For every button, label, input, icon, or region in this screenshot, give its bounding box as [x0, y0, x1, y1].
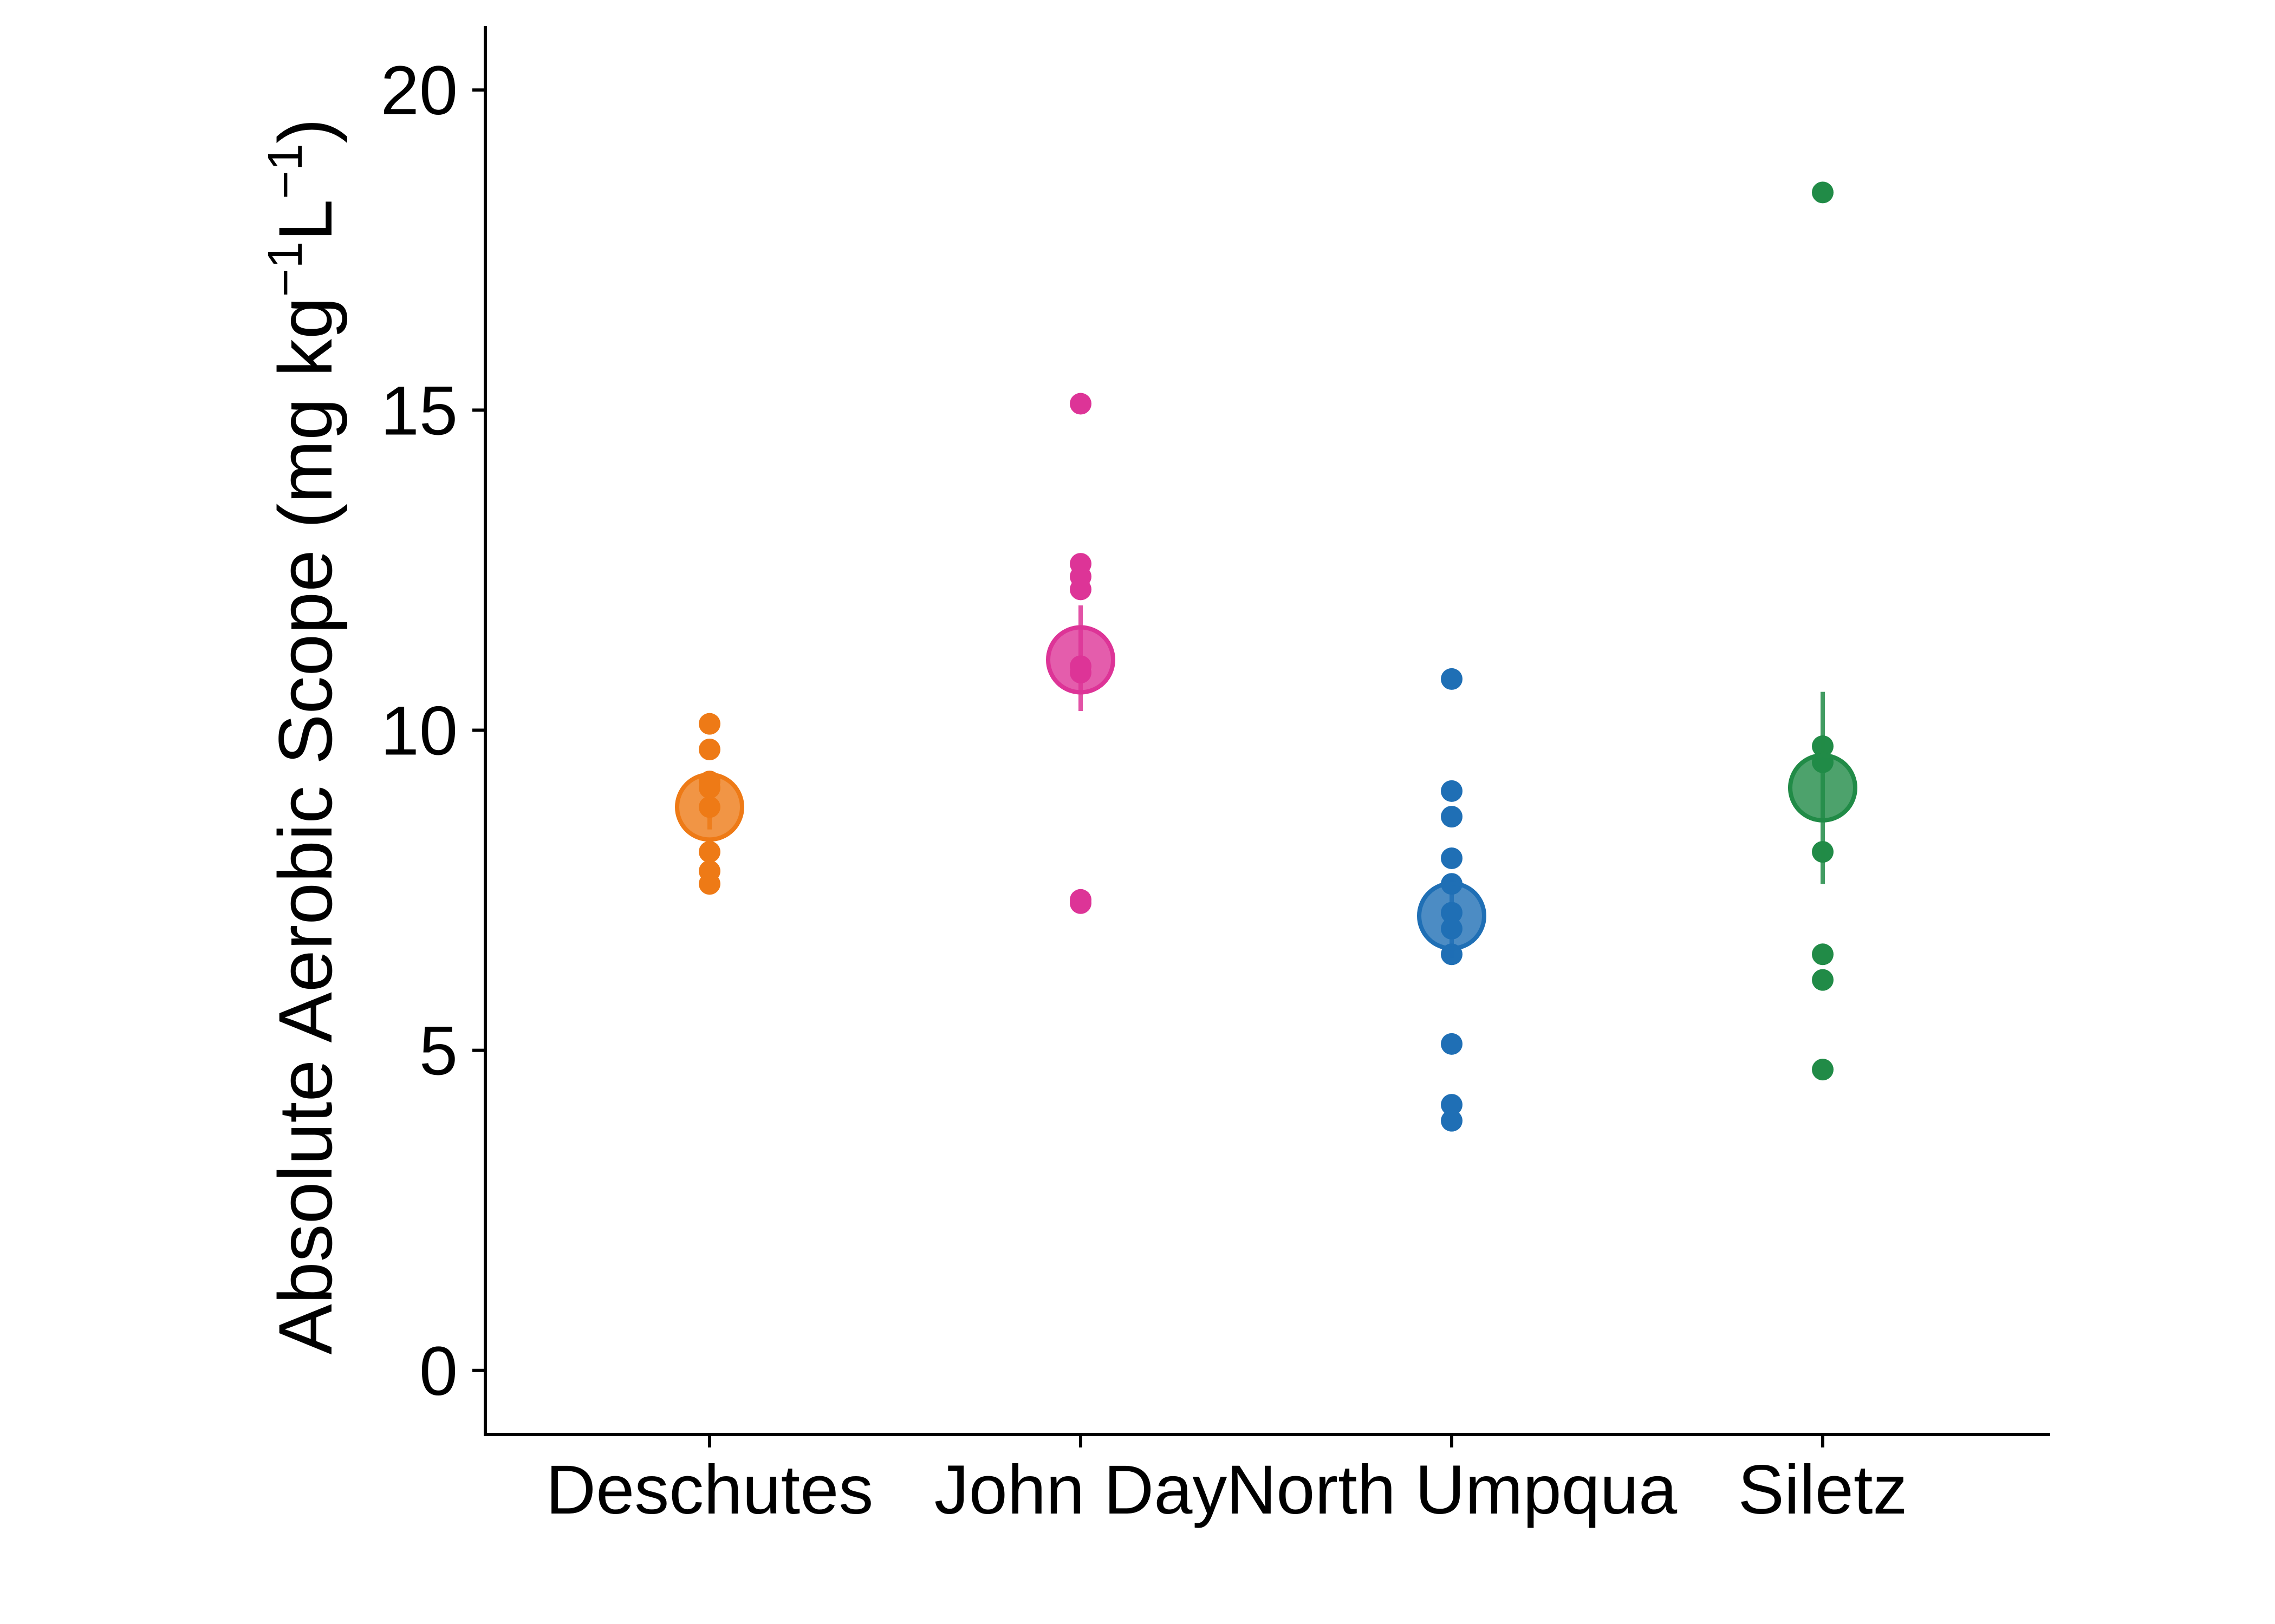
y-axis-title: Absolute Aerobic Scope (mg kg−1L−1): [258, 118, 348, 1354]
x-tick-label: John Day: [934, 1451, 1227, 1529]
mean-marker: [1417, 881, 1486, 951]
data-point: [1812, 943, 1834, 966]
data-point: [1441, 1094, 1462, 1116]
x-tick-label: North Umpqua: [1226, 1451, 1678, 1529]
data-point: [1812, 181, 1834, 204]
data-point: [699, 738, 720, 760]
y-tick-label: 0: [419, 1333, 458, 1410]
mean-marker: [1788, 753, 1857, 823]
data-point: [1070, 393, 1091, 415]
data-point: [1441, 668, 1462, 690]
data-point: [699, 713, 720, 735]
y-tick-label: 10: [381, 693, 458, 770]
data-point: [1070, 578, 1091, 601]
data-point: [1812, 1059, 1834, 1081]
data-point: [1070, 892, 1091, 914]
mean-marker: [1046, 625, 1115, 695]
series-deschutes: [675, 713, 744, 895]
data-point: [1441, 1033, 1462, 1055]
mean-marker: [675, 772, 744, 842]
x-tick-label: Siletz: [1738, 1451, 1908, 1529]
series-john-day: [1046, 393, 1115, 914]
x-tick-label: Deschutes: [546, 1451, 874, 1529]
data-point: [699, 873, 720, 895]
y-axis-ticks: 0 5 10 15 20: [381, 52, 485, 1410]
data-point: [1441, 847, 1462, 869]
series-north-umpqua: [1417, 668, 1486, 1132]
plot-area: [675, 181, 1857, 1132]
series-siletz: [1788, 181, 1857, 1081]
data-point: [1441, 806, 1462, 828]
data-point: [699, 841, 720, 863]
data-point: [1812, 969, 1834, 991]
y-tick-label: 20: [381, 52, 458, 129]
y-tick-label: 5: [419, 1013, 458, 1090]
data-point: [1441, 780, 1462, 802]
y-tick-label: 15: [381, 372, 458, 449]
data-point: [1441, 1110, 1462, 1132]
